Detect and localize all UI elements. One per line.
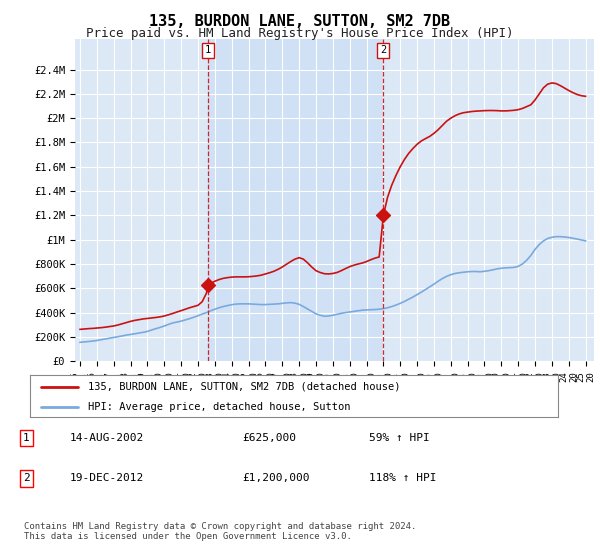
Text: 2: 2 xyxy=(23,473,30,483)
Point xyxy=(379,211,388,220)
Text: Price paid vs. HM Land Registry's House Price Index (HPI): Price paid vs. HM Land Registry's House … xyxy=(86,27,514,40)
Text: £625,000: £625,000 xyxy=(242,433,296,443)
Text: 135, BURDON LANE, SUTTON, SM2 7DB (detached house): 135, BURDON LANE, SUTTON, SM2 7DB (detac… xyxy=(88,382,401,392)
Text: £1,200,000: £1,200,000 xyxy=(242,473,310,483)
Text: 19-DEC-2012: 19-DEC-2012 xyxy=(70,473,144,483)
Text: 59% ↑ HPI: 59% ↑ HPI xyxy=(369,433,430,443)
Point xyxy=(203,281,213,290)
Text: 118% ↑ HPI: 118% ↑ HPI xyxy=(369,473,437,483)
Text: 2: 2 xyxy=(380,45,386,55)
Text: 14-AUG-2002: 14-AUG-2002 xyxy=(70,433,144,443)
Bar xyxy=(208,39,383,361)
Text: 1: 1 xyxy=(23,433,30,443)
Text: Contains HM Land Registry data © Crown copyright and database right 2024.
This d: Contains HM Land Registry data © Crown c… xyxy=(24,522,416,542)
Text: 135, BURDON LANE, SUTTON, SM2 7DB: 135, BURDON LANE, SUTTON, SM2 7DB xyxy=(149,14,451,29)
Text: 1: 1 xyxy=(205,45,211,55)
Text: HPI: Average price, detached house, Sutton: HPI: Average price, detached house, Sutt… xyxy=(88,402,350,412)
